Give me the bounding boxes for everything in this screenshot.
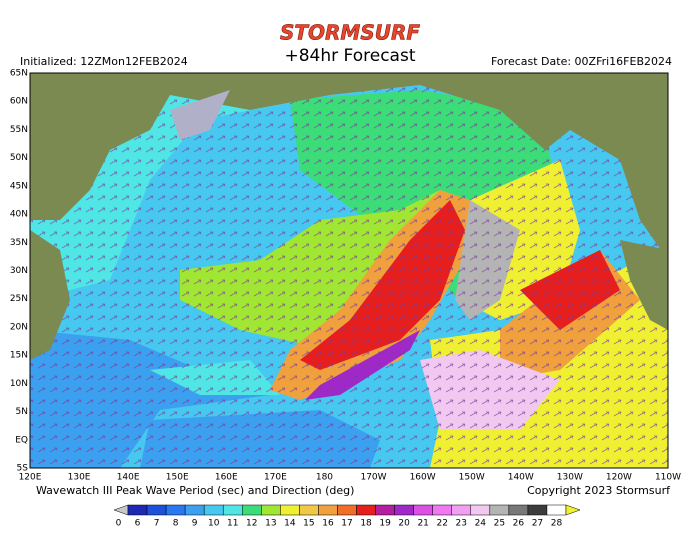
legend-swatch xyxy=(432,504,452,516)
legend-swatch xyxy=(222,504,243,516)
legend-label: 10 xyxy=(208,519,220,529)
lat-label: 45N xyxy=(10,181,28,191)
legend-swatch xyxy=(527,504,548,516)
lon-label: 150E xyxy=(166,473,189,483)
lat-label: 35N xyxy=(10,238,28,248)
lat-label: 20N xyxy=(10,322,28,332)
legend-label: 19 xyxy=(379,519,391,529)
map-frame xyxy=(29,72,669,469)
legend-swatch xyxy=(165,504,186,516)
legend-label: 6 xyxy=(135,519,141,529)
lon-label: 110W xyxy=(655,473,681,483)
lon-label: 130E xyxy=(68,473,91,483)
legend-label: 12 xyxy=(246,519,257,529)
legend-under xyxy=(113,504,129,516)
legend-label: 21 xyxy=(417,519,428,529)
lat-label: 25N xyxy=(10,294,28,304)
legend-label: 0 xyxy=(116,519,122,529)
sea-ice xyxy=(170,90,230,140)
legend-label: 18 xyxy=(360,519,372,529)
legend-label: 24 xyxy=(475,519,487,529)
copyright: Copyright 2023 Stormsurf xyxy=(527,484,671,497)
legend-swatch xyxy=(318,504,338,516)
legend-swatch xyxy=(280,504,300,516)
lon-label: 170E xyxy=(264,473,287,483)
legend-swatch xyxy=(146,504,167,516)
legend-over xyxy=(565,504,581,516)
footer-description: Wavewatch III Peak Wave Period (sec) and… xyxy=(36,484,354,497)
legend-label: 23 xyxy=(456,519,467,529)
legend-swatch xyxy=(451,504,472,516)
legend-label: 20 xyxy=(398,519,410,529)
legend-swatch xyxy=(127,504,148,516)
legend-label: 26 xyxy=(513,519,525,529)
legend-label: 22 xyxy=(436,519,447,529)
legend-swatch xyxy=(508,504,529,516)
legend-swatch xyxy=(242,504,262,516)
lon-label: 160W xyxy=(410,473,436,483)
lon-label: 180 xyxy=(316,473,333,483)
lon-label: 170W xyxy=(360,473,386,483)
legend-swatch xyxy=(546,504,567,516)
lat-label: EQ xyxy=(15,435,28,445)
legend-swatch xyxy=(203,504,224,516)
legend-swatch xyxy=(470,504,491,516)
legend-label: 13 xyxy=(265,519,276,529)
lat-label: 10N xyxy=(10,379,28,389)
lat-label: 5N xyxy=(16,407,28,417)
map xyxy=(30,73,668,468)
lon-label: 140E xyxy=(117,473,140,483)
legend-swatch xyxy=(394,504,414,516)
color-legend: 0 6 7 8 9 10 11 12 13 14 15 16 17 18 19 20 21 22 23 24 25 26 2… xyxy=(113,504,581,529)
lon-label: 160E xyxy=(215,473,238,483)
forecast-date: Forecast Date: 00ZFri16FEB2024 xyxy=(491,55,672,68)
initialized: Initialized: 12ZMon12FEB2024 xyxy=(20,55,188,68)
legend-swatch xyxy=(375,504,395,516)
legend-swatch xyxy=(299,504,319,516)
lon-label: 120W xyxy=(606,473,632,483)
lon-label: 120E xyxy=(19,473,42,483)
forecast-title: +84hr Forecast xyxy=(285,46,416,66)
lat-label: 65N xyxy=(10,69,28,79)
lat-label: 50N xyxy=(10,153,28,163)
lon-label: 140W xyxy=(508,473,534,483)
lat-labels: 65N 60N 55N 50N 45N 40N 35N 30N 25N 20N 15N 10N 5N EQ… xyxy=(10,69,28,474)
lat-label: 40N xyxy=(10,210,28,220)
legend-label: 7 xyxy=(154,519,160,529)
legend-swatch xyxy=(184,504,205,516)
legend-label: 14 xyxy=(284,519,296,529)
lat-label: 55N xyxy=(10,125,28,135)
legend-label: 16 xyxy=(322,519,334,529)
lat-label: 5S xyxy=(17,464,29,474)
legend-swatch xyxy=(356,504,376,516)
legend-swatch xyxy=(337,504,357,516)
lat-label: 30N xyxy=(10,266,28,276)
legend-label: 15 xyxy=(303,519,314,529)
legend-label: 25 xyxy=(494,519,505,529)
lon-labels: 120E 130E 140E 150E 160E 170E 180 170W 160W 150W 1… xyxy=(19,473,682,483)
legend-label: 17 xyxy=(341,519,352,529)
legend-label: 28 xyxy=(551,519,563,529)
legend-swatch xyxy=(413,504,433,516)
legend-label: 27 xyxy=(532,519,543,529)
logo: STORMSURF xyxy=(280,21,420,45)
lat-label: 15N xyxy=(10,351,28,361)
legend-swatch xyxy=(261,504,281,516)
legend-label: 8 xyxy=(173,519,179,529)
legend-label: 9 xyxy=(192,519,198,529)
direction-arrows xyxy=(30,73,668,468)
land-mexico xyxy=(620,240,668,330)
lon-label: 130W xyxy=(557,473,583,483)
land-north xyxy=(30,73,668,260)
legend-swatch xyxy=(489,504,510,516)
land-asia xyxy=(30,230,70,360)
legend-label: 11 xyxy=(227,519,238,529)
lon-label: 150W xyxy=(459,473,485,483)
lat-label: 60N xyxy=(10,97,28,107)
